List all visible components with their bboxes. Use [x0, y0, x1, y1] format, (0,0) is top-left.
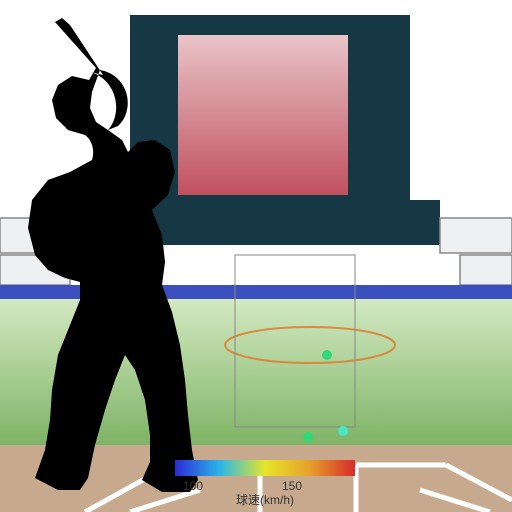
scoreboard-screen	[178, 35, 348, 195]
legend-axis-label: 球速(km/h)	[236, 493, 294, 507]
pitch-point	[322, 350, 332, 360]
pitch-point	[338, 426, 348, 436]
pitch-point	[303, 432, 313, 442]
legend-tick: 150	[282, 479, 302, 493]
pitch-location-chart: 100 150 球速(km/h)	[0, 0, 512, 512]
outfield-wall	[0, 285, 512, 299]
legend-tick: 100	[183, 479, 203, 493]
